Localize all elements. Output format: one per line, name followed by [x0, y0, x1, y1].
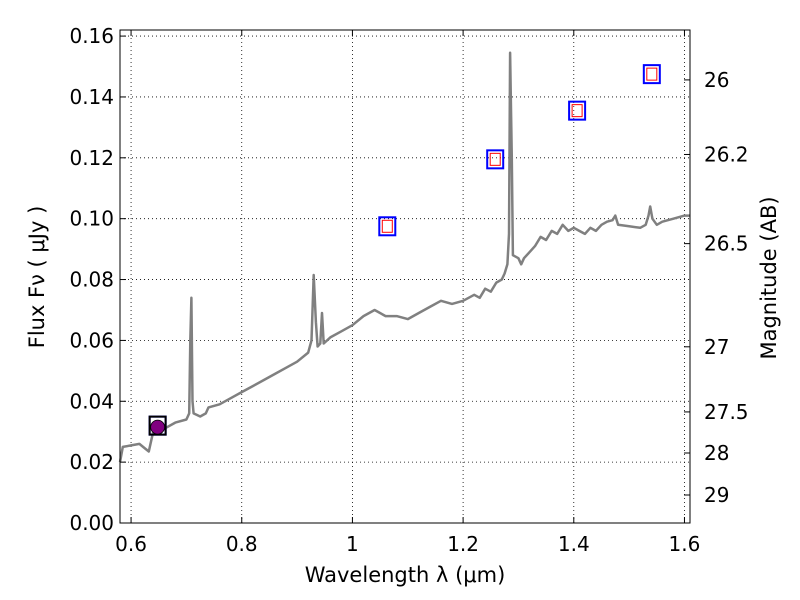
y-axis-ticks: 0.00 0.02 0.04 0.06 0.08 0.10 0.12 0.14 0.16: [69, 24, 126, 535]
photometry-square-marker: [378, 216, 397, 237]
x-tick-label: 0.6: [115, 532, 147, 556]
y-tick-label: 0.16: [69, 24, 114, 48]
y-tick-label: 0.00: [69, 511, 114, 535]
detection-circle-marker: [150, 419, 166, 435]
x-tick-label: 0.8: [226, 532, 258, 556]
model-square-marker: [489, 152, 501, 166]
y-axis-title: Flux Fν ( μJy ): [25, 206, 49, 349]
y-tick-label: 0.06: [69, 328, 114, 352]
photometry-square-marker: [486, 149, 505, 170]
grid-lines: [120, 30, 690, 524]
y-tick-label: 0.08: [69, 268, 114, 292]
y2-tick-label: 28: [704, 441, 729, 465]
x-axis-title: Wavelength λ (μm): [305, 563, 506, 587]
y-tick-label: 0.02: [69, 450, 114, 474]
y2-tick-label: 26: [704, 68, 729, 92]
y2-axis-title: Magnitude (AB): [757, 196, 781, 359]
x-tick-label: 1.6: [669, 532, 701, 556]
y-tick-label: 0.12: [69, 146, 114, 170]
y2-axis-ticks: 26 26.2 26.5 27 27.5 28 29: [684, 68, 749, 507]
plot-frame: [119, 29, 691, 524]
y-tick-label: 0.04: [69, 389, 114, 413]
x-tick-label: 1.4: [558, 532, 590, 556]
x-axis-ticks: 0.6 0.8 1 1.2 1.4 1.6: [115, 30, 700, 556]
model-square-marker: [571, 104, 583, 118]
y2-tick-label: 27.5: [704, 400, 749, 424]
x-tick-label: 1.2: [447, 532, 479, 556]
y2-tick-label: 26.2: [704, 142, 749, 166]
model-square-marker: [381, 219, 393, 233]
photometry-square-marker: [642, 64, 661, 85]
photometry-square-marker: [568, 100, 587, 121]
x-tick-label: 1: [346, 532, 359, 556]
photometry-markers: [148, 64, 661, 436]
y-tick-label: 0.14: [69, 85, 114, 109]
y2-tick-label: 29: [704, 483, 729, 507]
photometry-square-marker: [148, 415, 167, 436]
y2-tick-label: 26.5: [704, 232, 749, 256]
spectrum-series: [118, 51, 690, 463]
y-tick-label: 0.10: [69, 207, 114, 231]
spectrum-line: [118, 51, 690, 463]
model-square-marker: [646, 67, 658, 81]
y2-tick-label: 27: [704, 335, 729, 359]
